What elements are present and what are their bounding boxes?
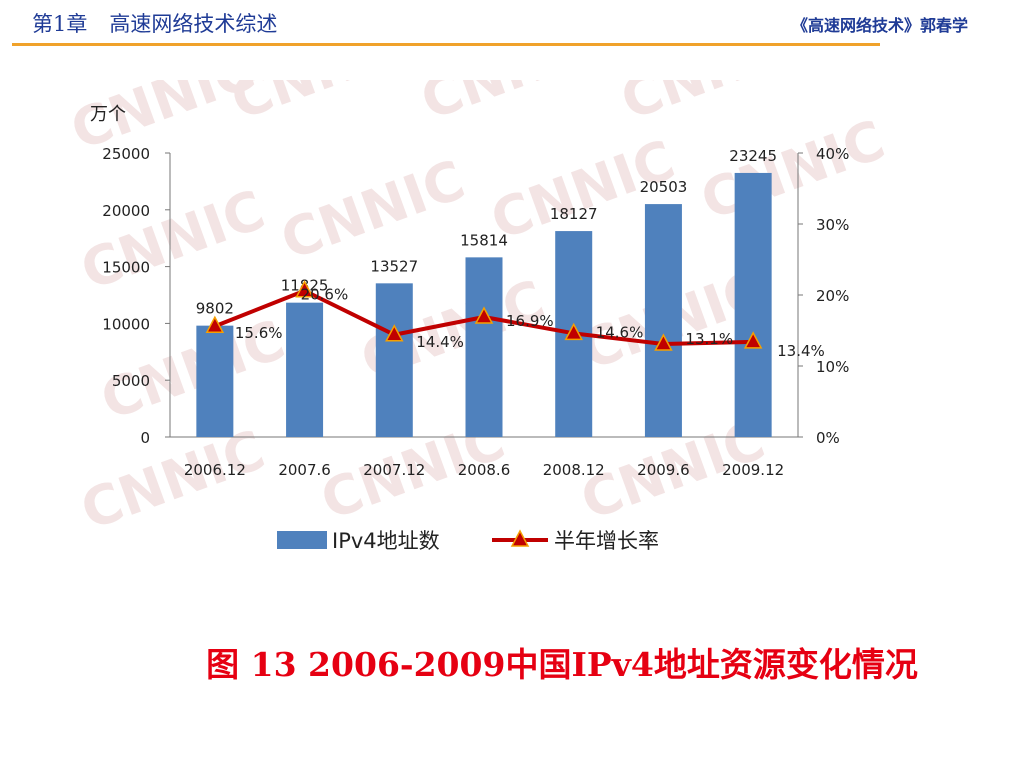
bar-ipv4 xyxy=(196,325,234,437)
growth-rate-label: 14.6% xyxy=(596,323,644,341)
legend-swatch-bar xyxy=(277,531,327,549)
watermark-text: CNNIC xyxy=(273,148,473,272)
bar-value-label: 20503 xyxy=(640,178,688,196)
bar-value-label: 13527 xyxy=(370,257,418,275)
growth-rate-label: 15.6% xyxy=(235,324,283,342)
book-title: 《高速网络技术》郭春学 xyxy=(791,16,968,35)
growth-rate-marker xyxy=(654,333,673,351)
legend-marker xyxy=(510,529,530,547)
growth-rate-label: 13.1% xyxy=(685,330,733,348)
y-tick-label: 20000 xyxy=(102,202,150,220)
y2-tick-label: 10% xyxy=(816,358,849,376)
watermark-text: CNNIC xyxy=(223,80,423,132)
growth-rate-label: 14.4% xyxy=(416,333,464,351)
figure-caption: 图 13 2006-2009中国IPv4地址资源变化情况 xyxy=(206,645,918,684)
growth-rate-marker xyxy=(474,306,494,324)
x-tick-label: 2008.6 xyxy=(458,461,511,479)
bar-ipv4 xyxy=(286,302,324,437)
y-tick-label: 10000 xyxy=(102,315,150,333)
chapter-title: 高速网络技术综述 xyxy=(109,12,278,36)
y-tick-label: 0 xyxy=(140,429,150,447)
growth-rate-marker xyxy=(295,280,314,298)
header-rule xyxy=(12,43,880,46)
watermark-text: CNNIC xyxy=(73,178,273,302)
growth-rate-marker xyxy=(205,315,225,333)
y2-tick-label: 0% xyxy=(816,429,840,447)
y-tick-label: 5000 xyxy=(112,372,150,390)
growth-rate-label: 20.6% xyxy=(301,286,349,304)
growth-rate-label: 13.4% xyxy=(777,342,825,360)
x-tick-label: 2006.12 xyxy=(184,461,246,479)
legend-label-line: 半年增长率 xyxy=(554,529,659,553)
chart-container: CNNIC CNNIC CNNIC CNNIC CNNIC CNNIC CNNIC CNNIC… xyxy=(63,8,900,580)
x-tick-label: 2009.12 xyxy=(722,461,784,479)
bar-ipv4 xyxy=(375,283,413,437)
header-left: 第1章 高速网络技术综述 xyxy=(32,8,277,38)
bar-ipv4 xyxy=(465,257,503,437)
x-tick-label: 2009.6 xyxy=(637,461,690,479)
growth-rate-marker xyxy=(743,331,763,349)
x-tick-label: 2008.12 xyxy=(543,461,605,479)
y2-tick-label: 20% xyxy=(816,287,849,305)
watermark-text: CNNIC xyxy=(693,108,893,232)
y-tick-label: 25000 xyxy=(102,145,150,163)
bar-value-label: 23245 xyxy=(729,147,777,165)
x-tick-label: 2007.6 xyxy=(278,461,331,479)
bar-ipv4 xyxy=(644,204,682,437)
chapter-number: 第1章 xyxy=(32,12,88,36)
bar-value-label: 18127 xyxy=(550,205,598,223)
y2-tick-label: 30% xyxy=(816,216,849,234)
y-tick-label: 15000 xyxy=(102,259,150,277)
bar-value-label: 15814 xyxy=(460,231,508,249)
growth-rate-marker xyxy=(564,322,583,341)
growth-rate-marker xyxy=(385,324,404,342)
watermark-text: CNNIC xyxy=(413,80,613,132)
x-tick-label: 2007.12 xyxy=(363,461,425,479)
y2-tick-label: 40% xyxy=(816,145,849,163)
y-unit-label: 万个 xyxy=(90,104,126,125)
watermark-text: CNNIC xyxy=(613,80,813,132)
bar-value-label: 9802 xyxy=(196,300,234,318)
bar-ipv4 xyxy=(734,172,772,437)
growth-rate-label: 16.9% xyxy=(506,312,554,330)
legend-label-bar: IPv4地址数 xyxy=(332,529,440,553)
